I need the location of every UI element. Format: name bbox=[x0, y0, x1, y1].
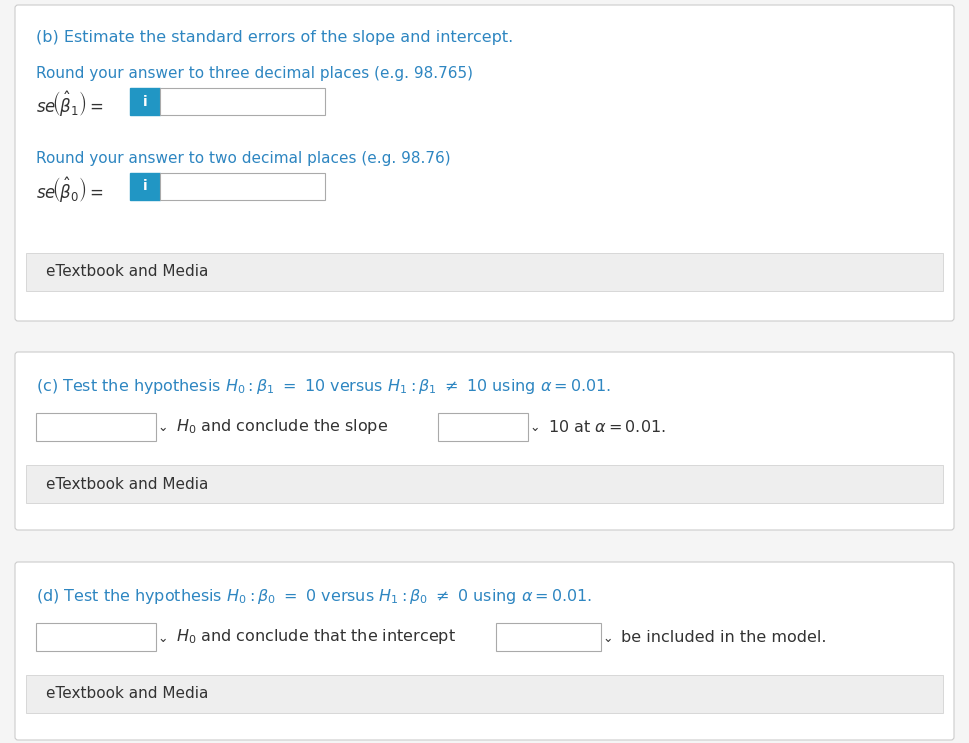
Bar bbox=[36, 623, 156, 651]
Text: eTextbook and Media: eTextbook and Media bbox=[46, 687, 208, 701]
Text: (b) Estimate the standard errors of the slope and intercept.: (b) Estimate the standard errors of the … bbox=[36, 30, 514, 45]
Bar bbox=[36, 413, 156, 441]
Text: ⌄: ⌄ bbox=[603, 632, 613, 644]
Text: be included in the model.: be included in the model. bbox=[621, 629, 827, 644]
Text: Round your answer to two decimal places (e.g. 98.76): Round your answer to two decimal places … bbox=[36, 151, 451, 166]
Text: $se\!\left(\hat{\beta}_1\right) =$: $se\!\left(\hat{\beta}_1\right) =$ bbox=[36, 89, 104, 118]
FancyBboxPatch shape bbox=[15, 352, 954, 530]
Text: ⌄: ⌄ bbox=[530, 421, 541, 435]
Bar bbox=[26, 465, 943, 503]
Bar bbox=[438, 413, 528, 441]
Text: (d) Test the hypothesis $H_0:\beta_0\ =\ 0$ versus $H_1:\beta_0\ \neq\ 0$ using : (d) Test the hypothesis $H_0:\beta_0\ =\… bbox=[36, 587, 592, 606]
Text: ⌄: ⌄ bbox=[158, 632, 169, 644]
Bar bbox=[496, 623, 601, 651]
Bar bbox=[160, 173, 325, 200]
Text: i: i bbox=[142, 180, 147, 193]
Text: $se\!\left(\hat{\beta}_0\right) =$: $se\!\left(\hat{\beta}_0\right) =$ bbox=[36, 175, 104, 204]
Text: eTextbook and Media: eTextbook and Media bbox=[46, 265, 208, 279]
Text: $H_0$ and conclude the slope: $H_0$ and conclude the slope bbox=[176, 418, 389, 436]
Text: ⌄: ⌄ bbox=[158, 421, 169, 435]
Text: 10 at $\alpha = 0.01$.: 10 at $\alpha = 0.01$. bbox=[548, 419, 666, 435]
Bar bbox=[130, 173, 160, 200]
FancyBboxPatch shape bbox=[15, 562, 954, 740]
Bar bbox=[26, 675, 943, 713]
FancyBboxPatch shape bbox=[15, 5, 954, 321]
Bar bbox=[160, 88, 325, 115]
Bar bbox=[130, 88, 160, 115]
Bar bbox=[26, 253, 943, 291]
Text: i: i bbox=[142, 94, 147, 108]
Text: Round your answer to three decimal places (e.g. 98.765): Round your answer to three decimal place… bbox=[36, 66, 473, 81]
Text: $H_0$ and conclude that the intercept: $H_0$ and conclude that the intercept bbox=[176, 628, 456, 646]
Text: eTextbook and Media: eTextbook and Media bbox=[46, 476, 208, 492]
Text: (c) Test the hypothesis $H_0:\beta_1\ =\ 10$ versus $H_1:\beta_1\ \neq\ 10$ usin: (c) Test the hypothesis $H_0:\beta_1\ =\… bbox=[36, 377, 611, 396]
